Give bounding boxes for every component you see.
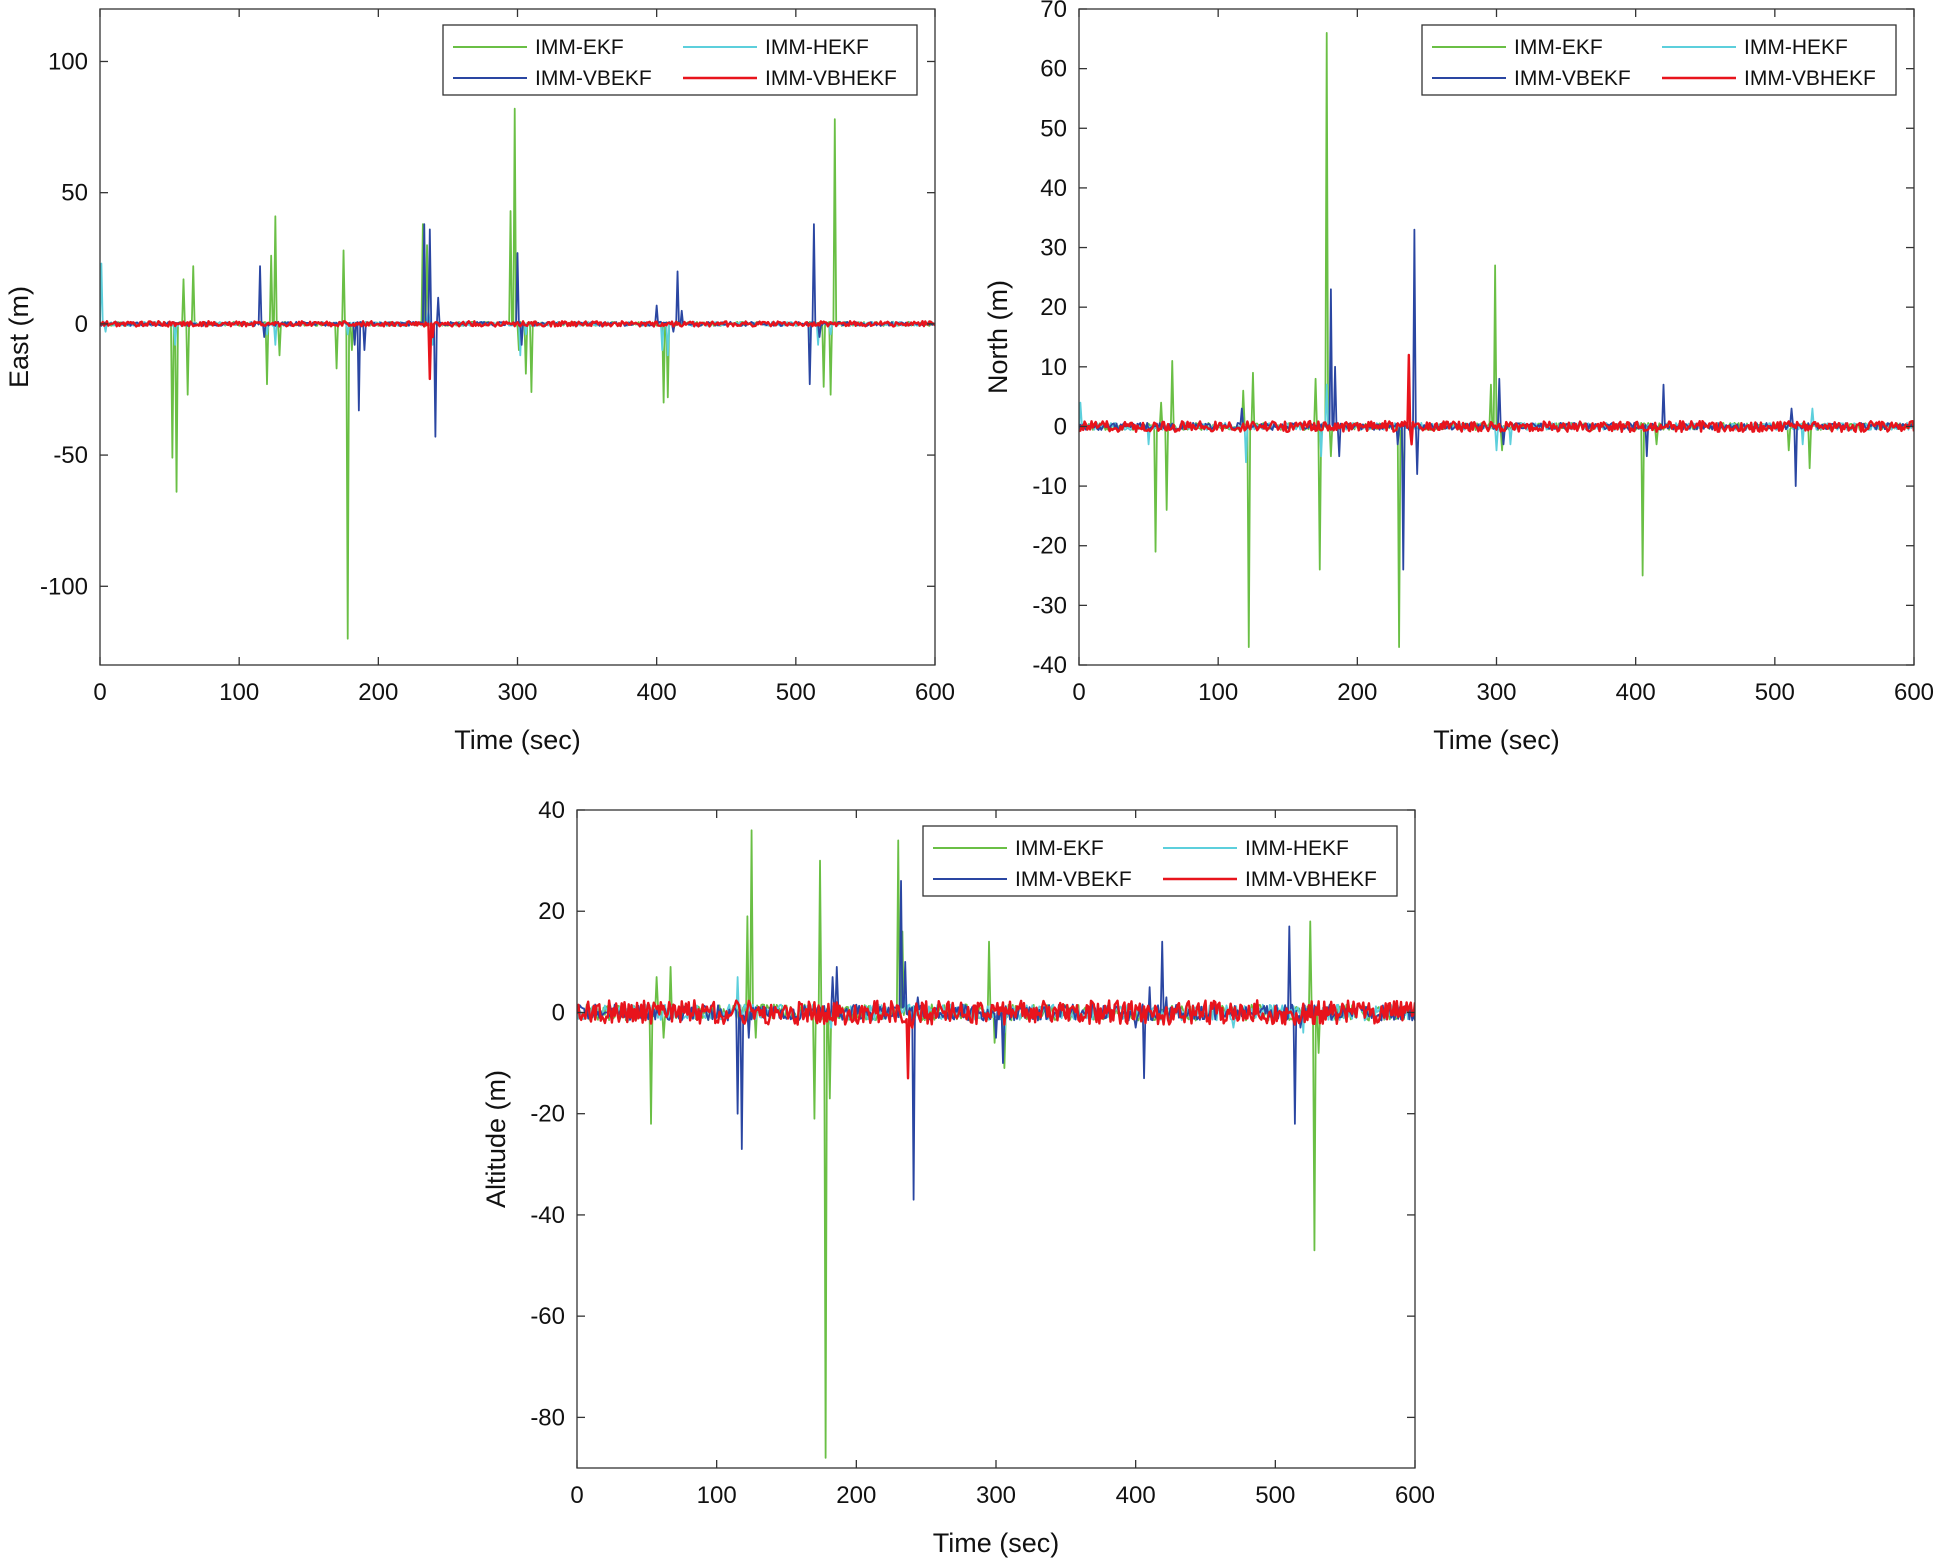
series-line-imm-ekf (577, 829, 1415, 1459)
x-tick-label: 500 (1255, 1482, 1295, 1509)
y-tick-label: 100 (48, 48, 88, 75)
y-tick-label: 40 (538, 797, 565, 824)
y-tick-label: -100 (40, 573, 88, 600)
x-tick-label: 200 (836, 1482, 876, 1509)
legend: IMM-EKF IMM-HEKF IMM-VBEKF IMM-VBHEKF (922, 825, 1398, 897)
x-tick-label: 300 (497, 679, 537, 706)
x-tick-label: 100 (697, 1482, 737, 1509)
y-tick-label: 40 (1040, 175, 1067, 202)
legend-label-imm-hekf: IMM-HEKF (1744, 36, 1848, 59)
y-tick-label: 20 (538, 898, 565, 925)
y-tick-label: 0 (75, 311, 88, 338)
legend-label-imm-vbhekf: IMM-VBHEKF (765, 67, 897, 90)
y-tick-label: 30 (1040, 235, 1067, 262)
series-line-imm-vbhekf (577, 999, 1415, 1080)
legend-label-imm-vbhekf: IMM-VBHEKF (1744, 67, 1876, 90)
y-tick-label: 10 (1040, 354, 1067, 381)
chart-panel-altitude: 0 100 200 300 400 500 60040200-20-40-60-80Time… (481, 797, 1435, 1558)
y-tick-label: 50 (1040, 115, 1067, 142)
x-axis-label: Time (sec) (933, 1528, 1060, 1558)
series-line-imm-vbhekf (1079, 353, 1914, 446)
y-tick-label: -30 (1032, 592, 1067, 619)
legend-label-imm-vbekf: IMM-VBEKF (1514, 67, 1631, 90)
plot-frame (576, 809, 1416, 1469)
chart-panel-north: 0 100 200 300 400 500 600706050403020100-10-20… (983, 0, 1934, 755)
y-tick-label: 50 (61, 180, 88, 207)
x-axis-label: Time (sec) (1433, 725, 1560, 755)
y-tick-label: -40 (1032, 652, 1067, 679)
legend-label-imm-ekf: IMM-EKF (1514, 36, 1603, 59)
y-tick-label: 60 (1040, 56, 1067, 83)
x-tick-label: 600 (1894, 679, 1934, 706)
y-tick-label: -20 (1032, 533, 1067, 560)
legend-label-imm-ekf: IMM-EKF (535, 36, 624, 59)
x-axis-label: Time (sec) (454, 725, 581, 755)
y-axis-label: North (m) (983, 280, 1013, 394)
legend: IMM-EKF IMM-HEKF IMM-VBEKF IMM-VBHEKF (1421, 24, 1897, 96)
x-tick-label: 100 (219, 679, 259, 706)
x-tick-label: 0 (570, 1482, 583, 1509)
legend-label-imm-vbhekf: IMM-VBHEKF (1245, 868, 1377, 891)
legend-label-imm-vbekf: IMM-VBEKF (535, 67, 652, 90)
y-tick-label: 20 (1040, 294, 1067, 321)
x-tick-label: 400 (1116, 1482, 1156, 1509)
legend-label-imm-ekf: IMM-EKF (1015, 837, 1104, 860)
y-tick-label: -40 (530, 1202, 565, 1229)
series-group-east (100, 107, 935, 640)
y-tick-label: -20 (530, 1101, 565, 1128)
series-line-imm-vbhekf (100, 320, 935, 381)
y-axis-label: East (m) (4, 286, 34, 388)
series-group-altitude (577, 829, 1415, 1459)
x-tick-label: 0 (93, 679, 106, 706)
y-tick-label: 0 (1054, 413, 1067, 440)
y-tick-label: 0 (552, 999, 565, 1026)
legend-label-imm-hekf: IMM-HEKF (1245, 837, 1349, 860)
y-axis-label: Altitude (m) (481, 1070, 511, 1208)
x-tick-label: 200 (1337, 679, 1377, 706)
y-tick-label: 70 (1040, 0, 1067, 23)
y-tick-label: -60 (530, 1303, 565, 1330)
x-tick-label: 500 (776, 679, 816, 706)
legend-box (1421, 24, 1897, 96)
series-line-imm-ekf (1079, 31, 1914, 649)
legend-box (922, 825, 1398, 897)
legend-label-imm-hekf: IMM-HEKF (765, 36, 869, 59)
x-tick-label: 0 (1072, 679, 1085, 706)
y-tick-label: -10 (1032, 473, 1067, 500)
x-tick-label: 600 (915, 679, 955, 706)
legend-label-imm-vbekf: IMM-VBEKF (1015, 868, 1132, 891)
x-tick-label: 500 (1755, 679, 1795, 706)
legend: IMM-EKF IMM-HEKF IMM-VBEKF IMM-VBHEKF (442, 24, 918, 96)
series-line-imm-vbekf (577, 879, 1415, 1201)
x-tick-label: 100 (1198, 679, 1238, 706)
x-tick-label: 200 (358, 679, 398, 706)
x-tick-label: 300 (976, 1482, 1016, 1509)
x-tick-label: 400 (1616, 679, 1656, 706)
y-tick-label: -80 (530, 1404, 565, 1431)
x-tick-label: 300 (1476, 679, 1516, 706)
series-group-north (1079, 31, 1914, 649)
x-tick-label: 600 (1395, 1482, 1435, 1509)
y-tick-label: -50 (53, 442, 88, 469)
legend-box (442, 24, 918, 96)
x-tick-label: 400 (637, 679, 677, 706)
